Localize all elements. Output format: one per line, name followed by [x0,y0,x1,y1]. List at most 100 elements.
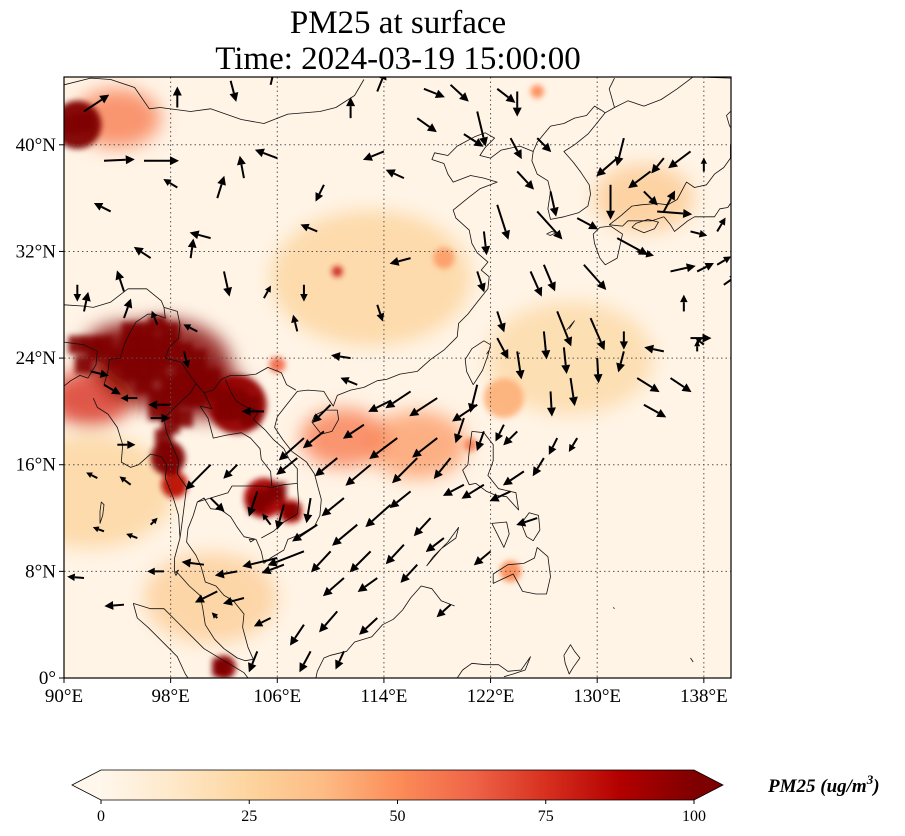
wind-arrow-shaft [240,164,245,179]
wind-arrow [532,457,545,477]
pm25-hotspot [433,247,455,269]
y-tick-label: 32°N [16,241,57,262]
wind-arrow [151,310,159,326]
wind-arrow-shaft [571,437,579,447]
wind-arrow-shaft [189,247,194,259]
wind-arrow-head [385,554,396,565]
wind-arrow [385,169,405,180]
wind-arrow [115,270,125,292]
wind-arrow [311,550,332,573]
wind-arrow [291,314,299,332]
wind-arrow-shaft [395,490,412,504]
wind-arrow-head [99,94,110,104]
wind-arrow [222,271,233,297]
wind-arrow-shaft [327,497,345,512]
map-panel[interactable] [7,61,737,679]
wind-arrow [117,440,136,449]
wind-arrow [189,230,211,240]
coastline [608,77,615,108]
wind-arrow-head [299,662,308,673]
wind-arrow-head [704,263,714,271]
wind-arrow [541,331,551,360]
wind-arrow-head [614,156,624,167]
wind-arrow-head [568,443,576,453]
wind-arrow-shaft [189,326,198,333]
wind-arrow [346,97,356,119]
coastline [197,485,271,503]
wind-arrow-shaft [275,550,305,564]
wind-arrow-head [500,349,509,360]
wind-arrow [696,263,714,273]
pm25-hotspot [161,471,188,499]
coastline [462,431,519,511]
wind-arrow-shaft [306,497,312,515]
wind-arrow [503,430,518,446]
wind-arrow [150,413,171,423]
wind-arrow-head [369,450,380,460]
wind-arrow [475,431,485,451]
coastline [690,657,694,663]
wind-arrow-shaft [316,550,332,567]
wind-arrow [103,155,135,165]
wind-arrow-shaft [516,170,529,184]
wind-arrow-shaft [509,470,525,482]
wind-arrow-head [73,294,82,302]
wind-arrow-shaft [643,403,659,414]
pm25-cell [174,409,193,428]
wind-arrow-head [211,612,219,619]
wind-arrow-head [261,565,272,575]
wind-arrow [229,80,239,102]
wind-arrow [181,558,205,568]
wind-arrow-head [111,386,121,395]
wind-arrow [209,497,225,513]
wind-arrow-head [433,469,443,480]
wind-arrow [342,423,365,439]
wind-arrow-shaft [690,230,700,235]
wind-arrow-head [242,559,253,569]
wind-arrow-head [248,662,257,673]
wind-arrow-shaft [583,264,602,284]
wind-arrow-shaft [471,384,479,405]
wind-arrow-head [185,480,195,490]
coastlines [64,77,731,678]
wind-arrow-head [147,567,155,576]
wind-arrow-head [645,249,654,258]
wind-arrow-head [524,179,535,190]
wind-arrow-head [262,513,269,521]
wind-arrow-shaft [589,317,602,343]
wind-arrow [536,137,552,153]
wind-arrow-shaft [91,474,98,479]
wind-arrow-head [516,517,527,527]
wind-arrow-shaft [423,87,437,95]
wind-arrow-head [700,157,707,164]
wind-arrow-head [120,394,129,402]
wind-arrow-shaft [478,431,485,443]
wind-arrow [261,563,285,575]
wind-arrow-shaft [508,430,518,440]
wind-arrow [315,184,325,202]
wind-arrow-shaft [90,370,101,375]
wind-arrow-shaft [202,590,218,600]
wind-arrow-head [119,476,127,483]
wind-arrow-shaft [118,278,125,292]
wind-arrow-head [321,507,332,517]
wind-arrow [496,337,509,360]
chart-subtitle-time: Time: 2024-03-19 15:00:00 [215,41,581,77]
wind-arrow-head [241,406,251,416]
wind-arrow-shaft [674,150,692,164]
wind-arrow [300,223,318,233]
wind-arrow [236,155,246,179]
wind-arrow-shaft [476,111,485,138]
wind-arrow [643,403,667,418]
wind-arrow-head [342,429,353,439]
wind-arrow-head [187,238,197,248]
wind-arrow-head [656,409,667,418]
wind-arrow [481,231,491,256]
wind-arrow [548,437,559,455]
wind-arrow-head [515,369,525,380]
wind-arrow-shaft [438,457,452,473]
wind-arrow [104,601,125,610]
wind-arrow-shaft [347,379,358,386]
wind-arrow-shaft [376,304,382,315]
wind-arrow [267,550,305,567]
